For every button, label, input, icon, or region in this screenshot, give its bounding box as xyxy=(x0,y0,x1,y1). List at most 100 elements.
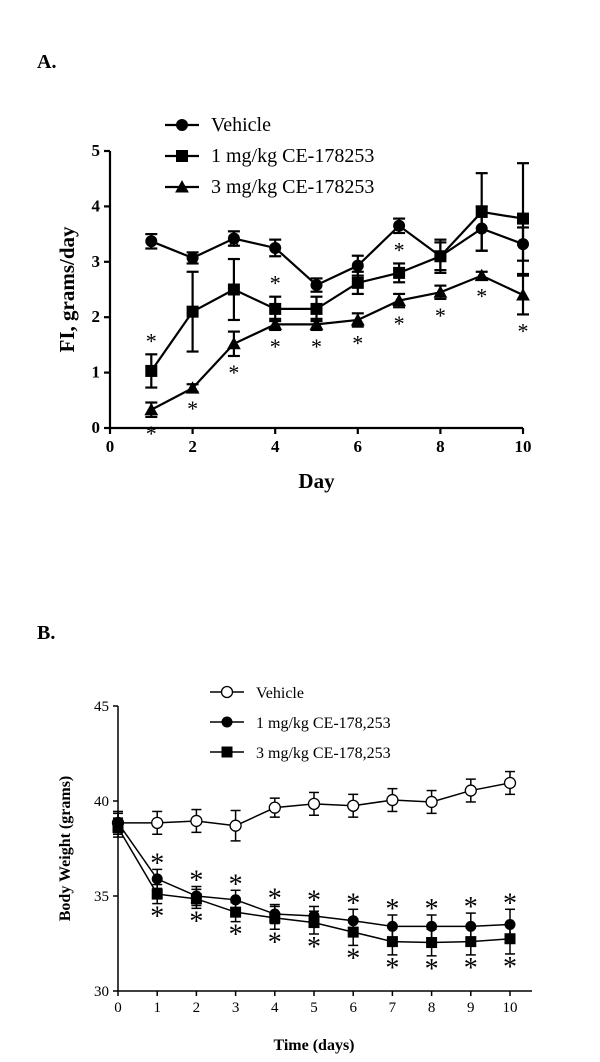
data-point xyxy=(269,302,282,315)
data-point xyxy=(504,933,516,945)
data-point xyxy=(517,212,529,225)
significance-star: * xyxy=(187,396,198,421)
significance-star: * xyxy=(464,892,478,923)
data-point xyxy=(433,285,448,298)
data-point xyxy=(347,799,360,812)
significance-star: * xyxy=(464,953,478,984)
significance-star: * xyxy=(229,869,243,900)
y-tick-label: 40 xyxy=(94,794,109,810)
significance-star: * xyxy=(518,318,529,343)
data-point xyxy=(151,816,164,829)
legend-label: 1 mg/kg CE-178253 xyxy=(211,145,374,167)
data-point xyxy=(393,219,406,232)
significance-star: * xyxy=(268,884,282,915)
significance-star: * xyxy=(229,920,243,951)
significance-star: * xyxy=(503,952,517,983)
significance-star: * xyxy=(476,284,487,309)
data-point xyxy=(474,268,489,282)
data-point xyxy=(227,283,240,296)
data-point xyxy=(392,293,406,307)
data-point xyxy=(386,936,398,948)
significance-star: * xyxy=(425,894,439,925)
y-tick-label: 35 xyxy=(94,889,109,905)
data-point xyxy=(151,888,163,900)
significance-star: * xyxy=(146,421,157,446)
significance-star: * xyxy=(425,954,439,985)
data-point xyxy=(145,364,158,377)
significance-star: * xyxy=(270,334,281,359)
significance-star: * xyxy=(270,271,281,296)
data-point xyxy=(386,793,399,807)
significance-star: * xyxy=(146,328,157,353)
x-tick-label: 10 xyxy=(515,437,532,456)
legend-label: 3 mg/kg CE-178,253 xyxy=(256,745,391,762)
y-tick-label: 0 xyxy=(92,418,101,437)
data-point xyxy=(227,232,240,245)
x-axis-label: Time (days) xyxy=(273,1037,354,1054)
data-point xyxy=(185,381,200,394)
data-point xyxy=(475,205,488,218)
data-point xyxy=(112,822,124,834)
significance-star: * xyxy=(150,902,164,933)
data-point xyxy=(308,917,320,929)
data-point xyxy=(309,317,324,330)
significance-star: * xyxy=(385,894,399,925)
significance-star: * xyxy=(394,237,405,262)
legend-marker xyxy=(176,150,188,162)
data-point xyxy=(145,235,158,248)
data-point xyxy=(350,313,365,326)
data-point xyxy=(307,797,321,810)
data-point xyxy=(434,250,447,263)
significance-star: * xyxy=(268,927,282,958)
y-tick-label: 30 xyxy=(94,984,109,1000)
x-axis-label: Day xyxy=(298,469,335,493)
data-point xyxy=(227,336,241,350)
x-tick-label: 8 xyxy=(428,1000,436,1016)
data-point xyxy=(190,814,203,828)
significance-star: * xyxy=(394,311,405,336)
x-tick-label: 0 xyxy=(114,1000,122,1016)
data-point xyxy=(310,302,323,315)
data-point xyxy=(269,912,281,924)
y-tick-label: 5 xyxy=(92,141,101,160)
significance-star: * xyxy=(307,932,321,963)
data-point xyxy=(464,784,477,797)
x-tick-label: 8 xyxy=(436,437,445,456)
x-tick-label: 5 xyxy=(310,1000,318,1016)
legend-label: Vehicle xyxy=(211,114,271,136)
data-point xyxy=(269,241,282,254)
y-tick-label: 3 xyxy=(92,252,101,271)
series-line-2 xyxy=(150,274,524,411)
panel-b-label: B. xyxy=(37,622,55,644)
y-axis-label: FI, grams/day xyxy=(55,226,79,353)
significance-star: * xyxy=(346,888,360,919)
x-tick-label: 4 xyxy=(271,1000,279,1016)
x-tick-label: 7 xyxy=(389,1000,397,1016)
series-line-0 xyxy=(150,224,524,287)
x-tick-label: 6 xyxy=(354,437,363,456)
x-tick-label: 10 xyxy=(503,1000,518,1016)
data-point xyxy=(386,920,398,932)
data-point xyxy=(347,926,359,938)
x-tick-label: 0 xyxy=(106,437,115,456)
x-tick-label: 3 xyxy=(232,1000,240,1016)
series-line-1 xyxy=(150,210,524,372)
significance-star: * xyxy=(311,334,322,359)
x-tick-label: 9 xyxy=(467,1000,475,1016)
y-axis-label: Body Weight (grams) xyxy=(57,776,74,921)
significance-star: * xyxy=(503,888,517,919)
significance-star: * xyxy=(189,906,203,937)
data-point xyxy=(351,259,364,272)
significance-star: * xyxy=(187,246,198,271)
data-point xyxy=(190,893,202,905)
data-point xyxy=(268,317,283,330)
data-point xyxy=(144,402,159,416)
x-tick-label: 2 xyxy=(193,1000,201,1016)
data-point xyxy=(229,819,242,832)
legend-marker xyxy=(221,716,233,728)
data-point xyxy=(230,906,242,918)
data-point xyxy=(268,801,281,814)
significance-star: * xyxy=(150,848,164,879)
data-point xyxy=(465,936,477,948)
